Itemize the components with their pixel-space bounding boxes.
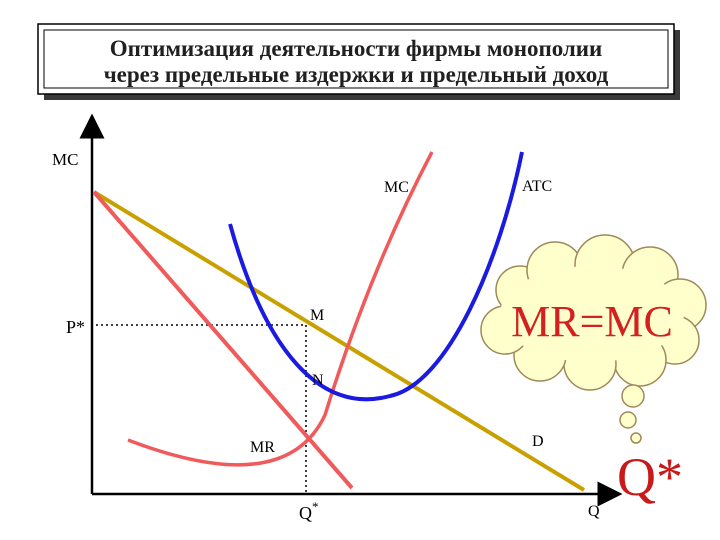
title-line-1: Оптимизация деятельности фирмы монополии <box>110 36 603 61</box>
optimal-quantity-answer: Q* <box>617 447 683 507</box>
cloud-bubble-medium <box>619 411 637 429</box>
thought-cloud <box>480 234 707 444</box>
demand-curve <box>92 190 586 492</box>
marginal-cost-curve <box>127 151 434 467</box>
cloud-bubble-small <box>630 432 642 444</box>
mr-curve-label: MR <box>250 439 275 456</box>
y-axis-label: MC <box>52 150 78 169</box>
q-star-label: Q* <box>299 499 319 523</box>
title-banner-box <box>37 23 675 95</box>
point-n-label: N <box>312 372 324 389</box>
title-line-2: через предельные издержки и предельный д… <box>104 62 609 87</box>
x-axis-label: Q <box>588 503 600 520</box>
average-total-cost-curve <box>228 151 524 402</box>
atc-curve-label: ATC <box>522 178 552 195</box>
title-banner-inner-frame <box>43 29 669 89</box>
demand-curve-label: D <box>532 433 544 450</box>
q-star-superscript: * <box>312 499 319 514</box>
q-star-letter: Q <box>299 503 312 523</box>
cloud-bubble-large <box>621 384 645 408</box>
equilibrium-equation: MR=MC <box>511 297 673 346</box>
mc-curve-label: MC <box>384 179 409 196</box>
point-m-label: M <box>310 307 324 324</box>
p-star-label: P* <box>66 317 85 337</box>
cloud-body <box>500 266 684 362</box>
title-banner: Оптимизация деятельности фирмы монополии… <box>37 23 680 100</box>
